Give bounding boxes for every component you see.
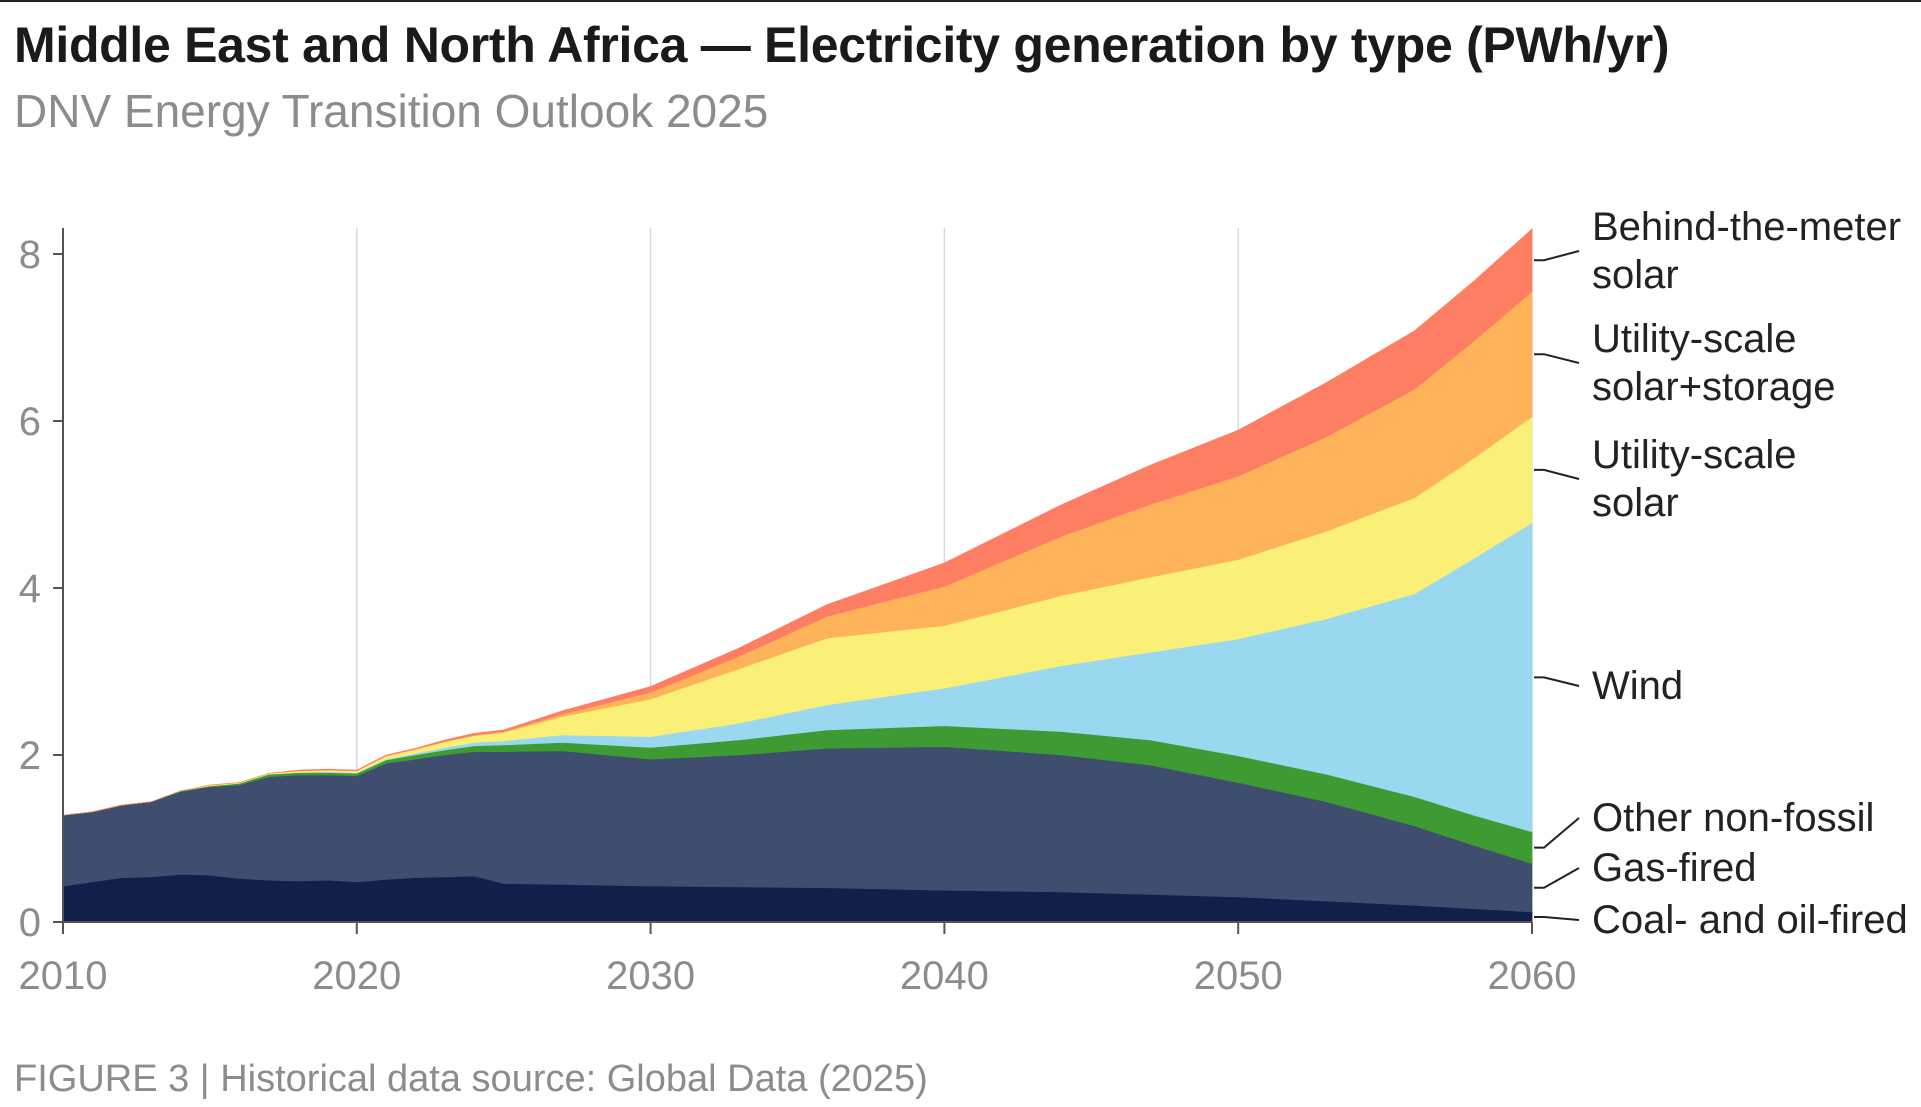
leader-line-other-non-fossil: [1534, 817, 1580, 849]
y-tick-label-0: 0: [19, 901, 41, 945]
y-tick-label-4: 4: [19, 567, 41, 611]
y-tick-label-6: 6: [19, 400, 41, 444]
area-behind-the-meter-solar: [62, 228, 1533, 816]
series-labels: Coal- and oil-fired Gas-fired Other non-fo…: [1534, 205, 1908, 942]
leader-line-utility-scale-solar: [1534, 468, 1580, 480]
series-label-gas-fired: Gas-fired: [1592, 846, 1757, 890]
leader-line-utility-scale-solar-storage: [1534, 353, 1580, 364]
figure-caption: FIGURE 3 | Historical data source: Globa…: [14, 1058, 928, 1100]
series-label-wind: Wind: [1592, 664, 1683, 708]
chart-title: Middle East and North Africa — Electrici…: [14, 17, 1670, 73]
x-tick-label-2010: 2010: [19, 954, 108, 998]
chart-subtitle: DNV Energy Transition Outlook 2025: [14, 85, 769, 137]
x-tick-label-2040: 2040: [900, 954, 989, 998]
series-label-other-non-fossil: Other non-fossil: [1592, 796, 1874, 840]
y-tick-label-2: 2: [19, 734, 41, 778]
x-tick-label-2060: 2060: [1488, 954, 1577, 998]
series-label-utility-scale-solar: Utility-scale solar: [1592, 433, 1796, 525]
leader-line-behind-the-meter-solar: [1534, 250, 1580, 262]
axes: 0 2 4 6 8 2010 2020 2030 2040 2050 2060: [19, 228, 1577, 998]
x-tick-label-2050: 2050: [1194, 954, 1283, 998]
series-label-utility-scale-solar-storage: Utility-scale solar+storage: [1592, 317, 1835, 409]
top-rule: [0, 0, 1921, 2]
leader-line-coal-and-oil-fired: [1534, 915, 1580, 921]
x-tick-label-2030: 2030: [606, 954, 695, 998]
leader-line-gas-fired: [1534, 867, 1580, 889]
stacked-areas: [62, 228, 1533, 923]
x-tick-label-2020: 2020: [312, 954, 401, 998]
y-tick-label-8: 8: [19, 233, 41, 277]
series-label-behind-the-meter-solar: Behind-the-meter solar: [1592, 205, 1901, 297]
series-label-coal-and-oil-fired: Coal- and oil-fired: [1592, 898, 1908, 942]
leader-line-wind: [1534, 676, 1580, 687]
